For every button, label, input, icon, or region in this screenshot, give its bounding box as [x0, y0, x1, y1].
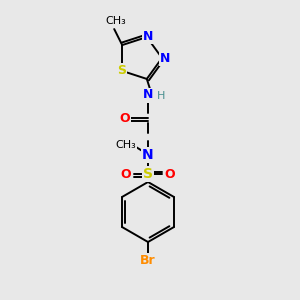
Text: H: H [157, 91, 165, 101]
Text: CH₃: CH₃ [116, 140, 136, 150]
Text: O: O [165, 167, 175, 181]
Text: N: N [143, 88, 153, 101]
Text: O: O [121, 167, 131, 181]
Text: CH₃: CH₃ [106, 16, 127, 26]
Text: N: N [160, 52, 170, 64]
Text: N: N [142, 30, 153, 43]
Text: O: O [120, 112, 130, 124]
Text: Br: Br [140, 254, 156, 266]
Text: S: S [117, 64, 126, 77]
Text: S: S [143, 167, 153, 181]
Text: N: N [142, 148, 154, 162]
